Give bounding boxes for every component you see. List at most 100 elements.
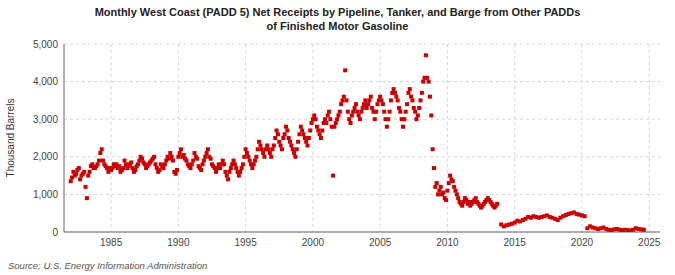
point	[369, 95, 373, 99]
point	[361, 106, 365, 110]
point	[396, 98, 400, 102]
point	[100, 147, 104, 151]
point	[452, 185, 456, 189]
point	[314, 117, 318, 121]
point	[319, 136, 323, 140]
point	[158, 168, 162, 172]
title-line: Monthly West Coast (PADD 5) Net Receipts…	[95, 6, 581, 18]
point	[90, 162, 94, 166]
point	[304, 140, 308, 144]
point	[447, 181, 451, 185]
x-grid-line	[447, 44, 448, 232]
point	[96, 162, 100, 166]
point	[324, 121, 328, 125]
point	[195, 157, 199, 161]
x-axis-line	[64, 232, 660, 233]
point	[88, 170, 92, 174]
y-grid-line	[64, 232, 660, 233]
point	[474, 196, 478, 200]
x-tick-label: 2025	[638, 237, 661, 248]
point	[435, 181, 439, 185]
point	[393, 91, 397, 95]
point	[78, 177, 82, 181]
point	[307, 136, 311, 140]
point	[397, 106, 401, 110]
point	[583, 214, 587, 218]
point	[335, 117, 339, 121]
point	[262, 155, 266, 159]
point	[209, 157, 213, 161]
point	[245, 151, 249, 155]
point	[378, 95, 382, 99]
point	[242, 155, 246, 159]
point	[405, 102, 409, 106]
point	[170, 155, 174, 159]
y-grid-line	[64, 81, 660, 82]
point	[424, 53, 428, 57]
point	[303, 136, 307, 140]
point	[301, 132, 305, 136]
points	[69, 53, 646, 232]
point	[382, 110, 386, 114]
point	[642, 228, 646, 232]
point	[331, 174, 335, 178]
point	[394, 95, 398, 99]
y-tick-label: 1,000	[33, 189, 58, 200]
point	[362, 102, 366, 106]
point	[416, 113, 420, 117]
point	[410, 98, 414, 102]
point	[232, 159, 236, 163]
point	[402, 117, 406, 121]
point	[202, 159, 206, 163]
point	[153, 162, 157, 166]
point	[168, 151, 172, 155]
point	[404, 110, 408, 114]
point	[222, 162, 226, 166]
point	[409, 95, 413, 99]
y-tick-label: 0	[52, 227, 58, 238]
point	[272, 144, 276, 148]
y-tick-label: 4,000	[33, 76, 58, 87]
point	[123, 159, 127, 163]
point	[421, 80, 425, 84]
point	[456, 196, 460, 200]
point	[315, 125, 319, 129]
point	[388, 110, 392, 114]
point	[444, 198, 448, 202]
point	[357, 113, 361, 117]
x-grid-line	[581, 44, 582, 232]
point	[323, 117, 327, 121]
point	[285, 128, 289, 132]
point	[241, 162, 245, 166]
point	[223, 170, 227, 174]
point	[214, 170, 218, 174]
grid	[64, 44, 660, 232]
x-tick-label: 2010	[436, 237, 459, 248]
point	[184, 159, 188, 163]
x-tick-label: 1990	[167, 237, 190, 248]
x-tick-label: 2005	[369, 237, 392, 248]
point	[436, 192, 440, 196]
point	[349, 121, 353, 125]
point	[250, 166, 254, 170]
point	[226, 177, 230, 181]
point	[455, 192, 459, 196]
point	[375, 102, 379, 106]
point	[340, 98, 344, 102]
point	[280, 147, 284, 151]
point	[268, 151, 272, 155]
point	[351, 110, 355, 114]
point	[258, 144, 262, 148]
point	[277, 140, 281, 144]
point	[182, 153, 186, 157]
point	[338, 110, 342, 114]
point	[350, 113, 354, 117]
point	[359, 110, 363, 114]
point	[291, 147, 295, 151]
point	[365, 106, 369, 110]
point	[386, 117, 390, 121]
point	[432, 166, 436, 170]
point	[206, 147, 210, 151]
x-grid-line	[312, 44, 313, 232]
point	[240, 166, 244, 170]
